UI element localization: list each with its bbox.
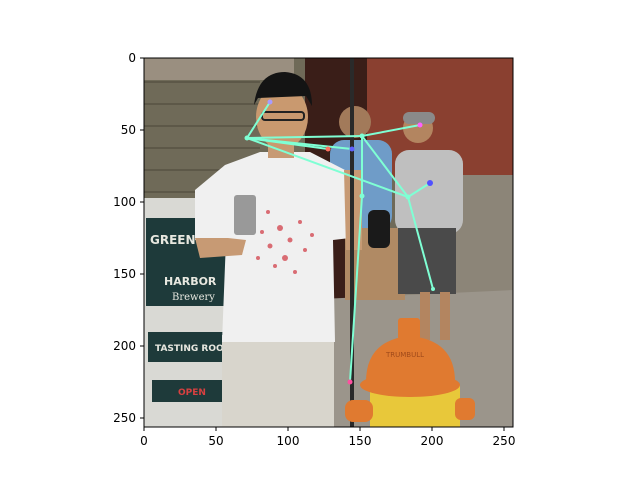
sign-panel-low	[152, 380, 224, 402]
pose-keypoints	[244, 99, 435, 385]
y-axis	[140, 57, 144, 419]
sign-line-3: Brewery	[172, 292, 215, 303]
keypoint	[431, 287, 435, 291]
keypoint	[267, 99, 273, 105]
keypoint	[427, 180, 433, 186]
keypoint	[347, 379, 353, 385]
hair	[254, 72, 312, 106]
sign-line-1: GREEN	[150, 233, 196, 247]
y-tick-label: 0	[128, 51, 136, 65]
y-tick-label: 200	[113, 339, 136, 353]
keypoint	[244, 135, 250, 141]
awning	[144, 58, 294, 80]
fire-hydrant: TRUMBULL	[345, 318, 475, 427]
sign-line-4: TASTING ROO	[155, 344, 224, 354]
shirt-print	[256, 210, 314, 274]
x-axis	[143, 427, 505, 431]
y-tick-label: 50	[121, 123, 136, 137]
keypoint	[405, 194, 411, 200]
arm-left	[195, 238, 246, 258]
y-tick-label: 150	[113, 267, 136, 281]
hydrant-text: TRUMBULL	[385, 351, 424, 359]
x-tick-label: 200	[421, 434, 444, 448]
keypoint	[417, 122, 423, 128]
pose-skeleton	[246, 101, 434, 383]
keypoint	[359, 193, 365, 199]
x-tick-label: 50	[208, 434, 223, 448]
x-tick-label: 250	[493, 434, 516, 448]
y-tick-label: 100	[113, 195, 136, 209]
keypoint	[325, 146, 331, 152]
axes-frame	[143, 57, 514, 428]
drink-glass	[234, 195, 256, 235]
x-tick-label: 150	[349, 434, 372, 448]
sign-line-5: OPEN	[178, 388, 206, 398]
x-tick-label: 0	[140, 434, 148, 448]
sign-panel-mid	[148, 332, 228, 362]
photo: GREEN HARBOR Brewery TASTING ROO OPEN	[144, 58, 513, 427]
sign-line-2: HARBOR	[164, 275, 217, 288]
keypoint	[359, 133, 365, 139]
x-tick-label: 100	[277, 434, 300, 448]
y-tick-label: 250	[113, 411, 136, 425]
keypoint	[349, 146, 355, 152]
white-tshirt	[195, 152, 350, 342]
pants	[222, 335, 334, 427]
main-person	[195, 58, 362, 427]
